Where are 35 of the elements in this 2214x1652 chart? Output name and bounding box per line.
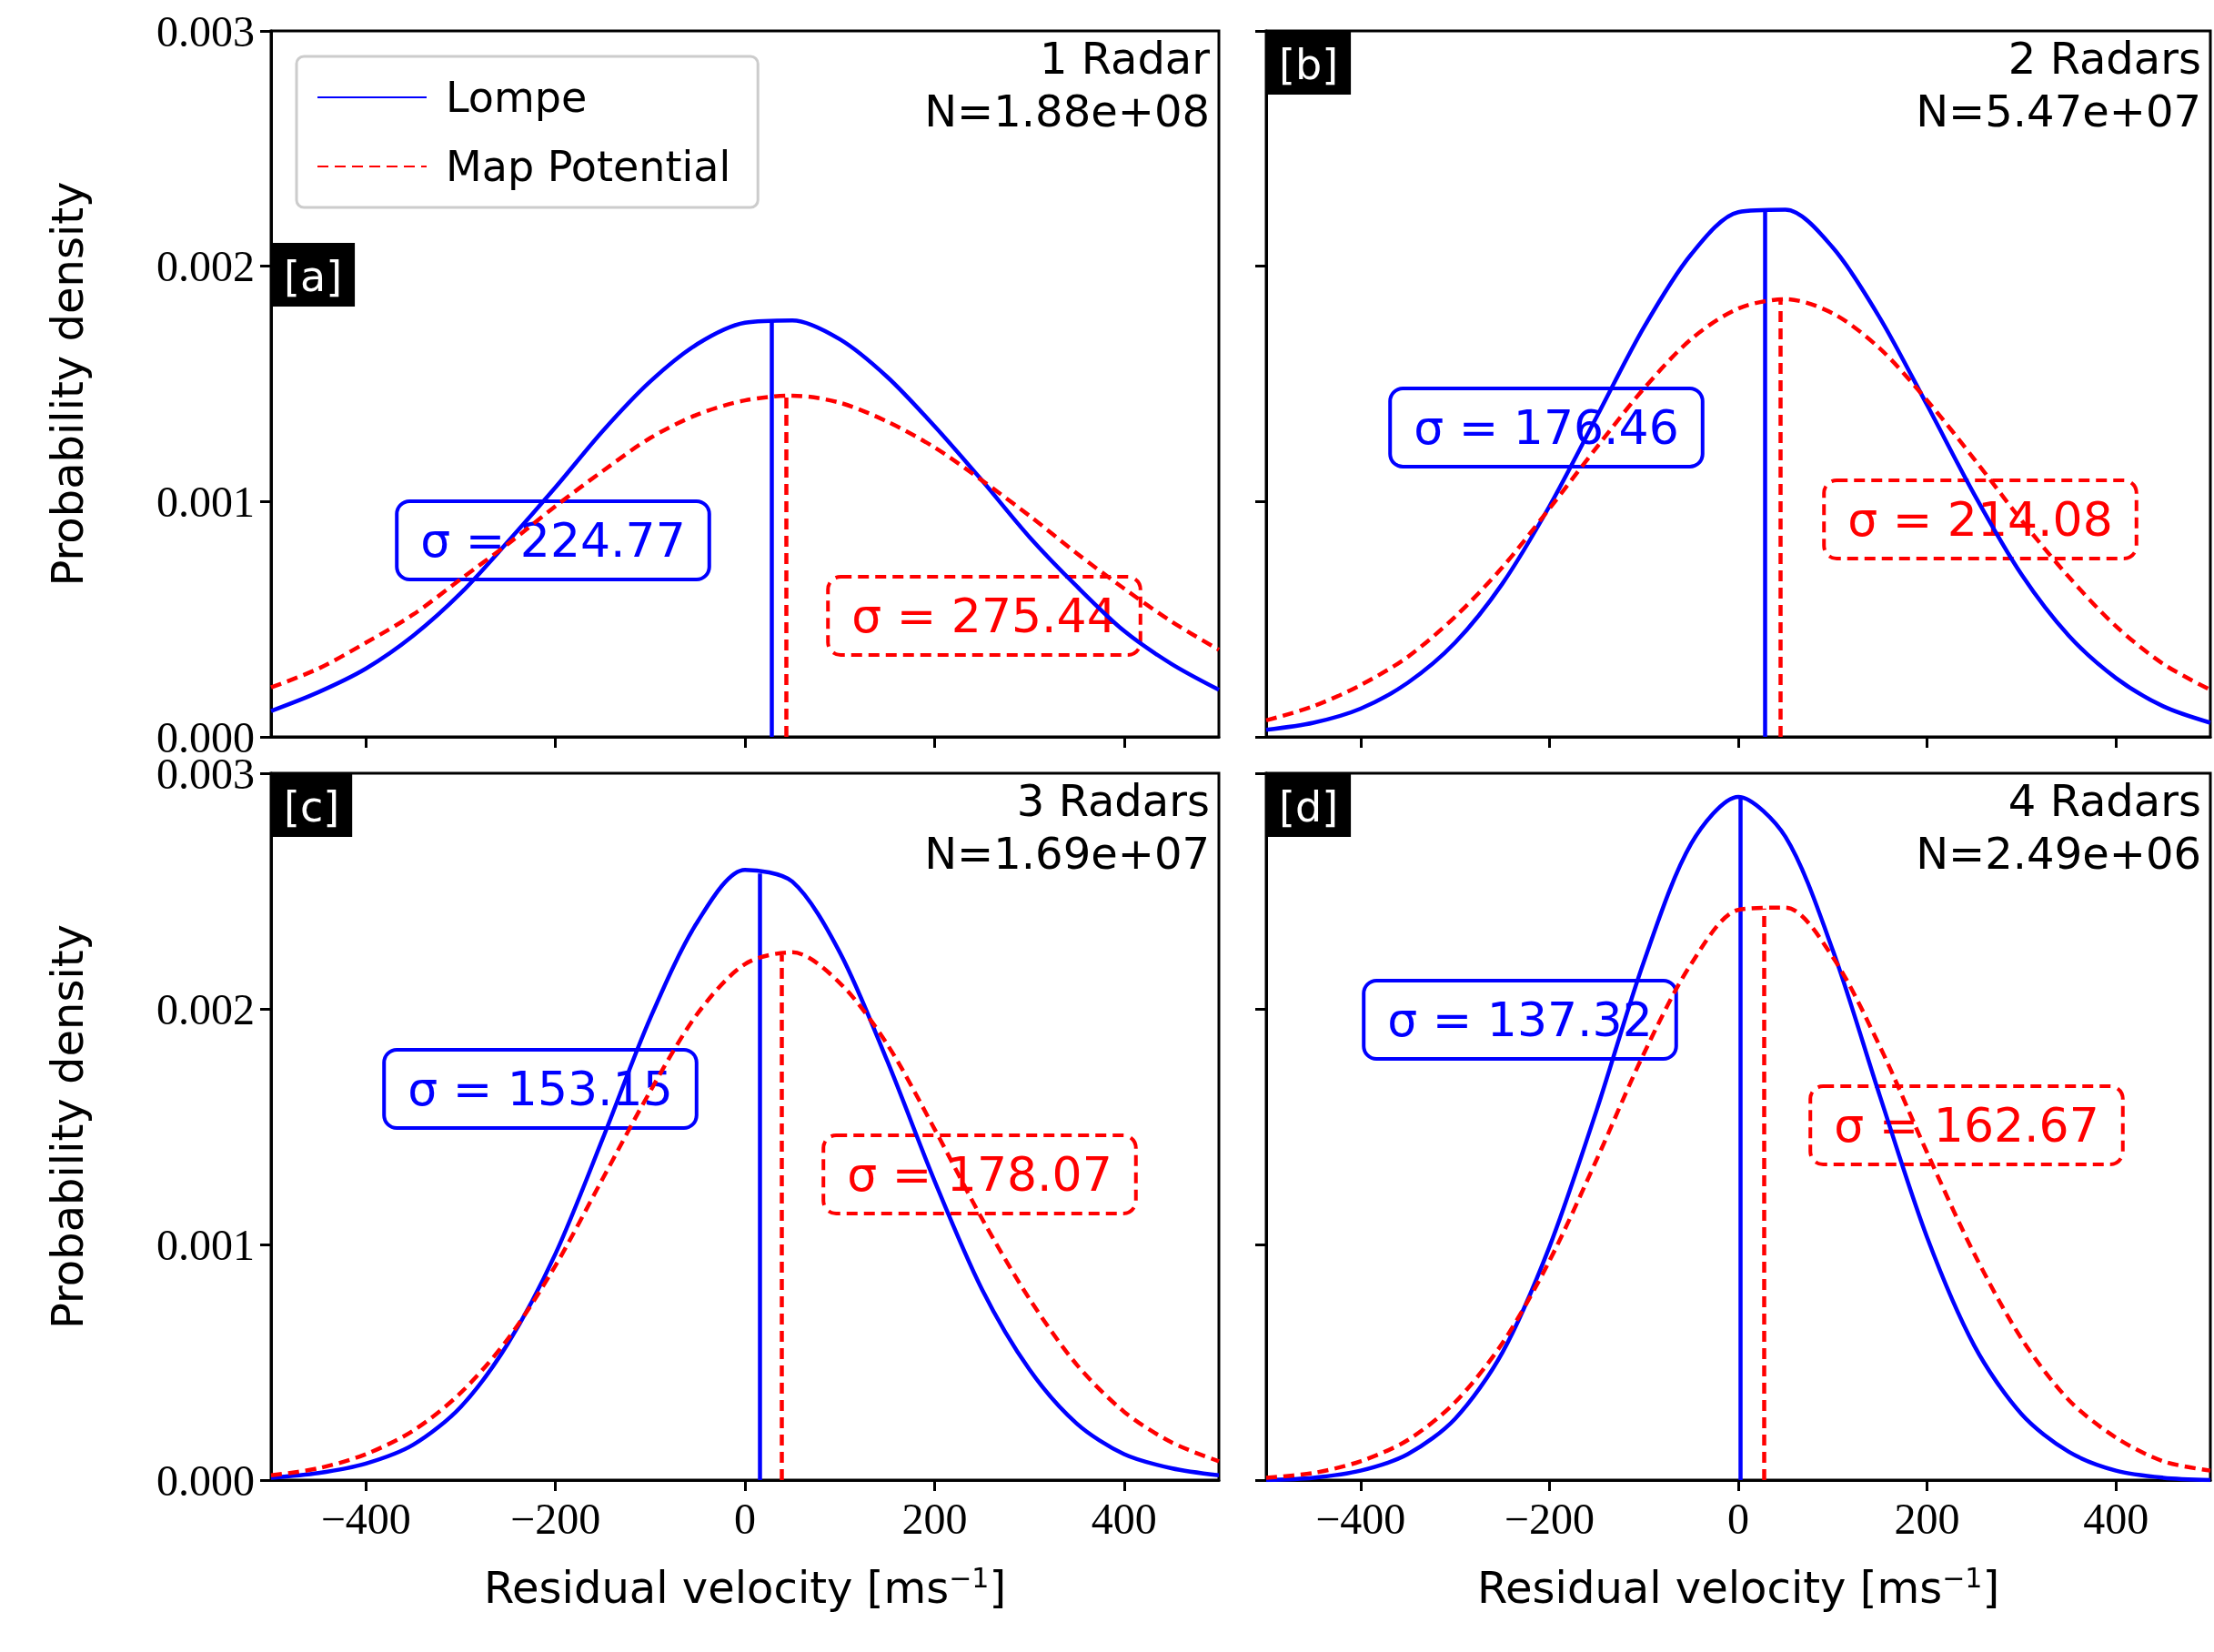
annotation: 4 Radars (2008, 775, 2201, 826)
x-tick-label: 200 (901, 1494, 968, 1543)
annotation: 1 Radar (1039, 33, 1211, 84)
y-axis-title: Probability density (42, 924, 93, 1329)
annotation: N=1.88e+08 (924, 86, 1210, 136)
x-tick-label: −400 (320, 1494, 411, 1543)
y-tick-label: 0.003 (156, 6, 255, 55)
annotation: σ = 178.07 (847, 1147, 1112, 1202)
annotation: N=5.47e+07 (1916, 86, 2201, 136)
x-tick-label: 400 (1091, 1494, 1157, 1543)
y-tick-label: 0.002 (156, 984, 255, 1033)
x-tick-label: 200 (1894, 1494, 1960, 1543)
y-tick-label: 0.002 (156, 242, 255, 291)
annotation: 2 Radars (2008, 33, 2201, 84)
x-tick-label: 0 (734, 1494, 756, 1543)
y-tick-label: 0.001 (156, 1220, 255, 1269)
y-axis-title: Probability density (42, 181, 93, 587)
annotation: N=1.69e+07 (924, 828, 1210, 879)
x-tick-label: 0 (1727, 1494, 1749, 1543)
x-tick-label: −200 (1504, 1494, 1595, 1543)
x-tick-label: −200 (510, 1494, 601, 1543)
y-tick-label: 0.000 (156, 1456, 255, 1505)
y-tick-label: 0.001 (156, 477, 255, 526)
annotation: [b] (1279, 40, 1339, 89)
x-tick-label: 400 (2083, 1494, 2149, 1543)
annotation: [d] (1279, 782, 1339, 831)
x-tick-label: −400 (1315, 1494, 1406, 1543)
annotation: N=2.49e+06 (1916, 828, 2201, 879)
annotation: [c] (284, 782, 340, 831)
annotation: σ = 224.77 (420, 513, 686, 568)
annotation: [a] (284, 252, 343, 301)
legend-label: Map Potential (446, 142, 731, 191)
legend-label: Lompe (446, 73, 588, 122)
annotation: 3 Radars (1016, 775, 1210, 826)
annotation: σ = 275.44 (851, 589, 1117, 643)
